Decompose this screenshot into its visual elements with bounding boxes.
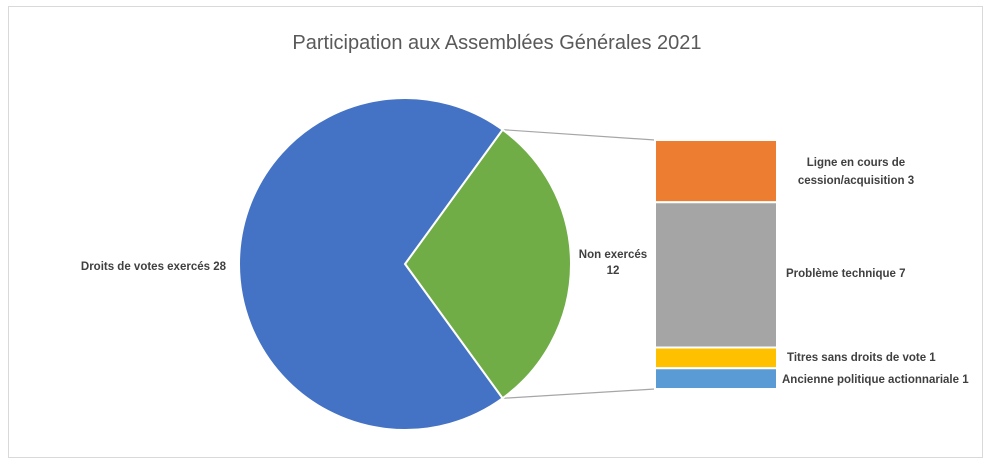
label-ligne-cession-line2: cession/acquisition 3: [798, 175, 914, 187]
label-probleme-technique: Problème technique 7: [786, 268, 906, 280]
chart-title: Participation aux Assemblées Générales 2…: [292, 32, 701, 54]
connector-lines: [502, 129, 656, 399]
pie: [238, 97, 573, 431]
connector-line-1: [502, 388, 656, 399]
stacked-bar: [654, 139, 778, 390]
label-non-exerces-line1: Non exercés: [579, 249, 647, 261]
label-titres-sans-droits: Titres sans droits de vote 1: [787, 352, 936, 364]
label-non-exerces-line2: 12: [607, 265, 620, 277]
pie-slice-0: [238, 97, 504, 431]
bar-segment-2: [654, 346, 778, 370]
bar-segment-0: [654, 139, 778, 204]
bar-segment-1: [654, 201, 778, 349]
label-droits-de-votes-exerces: Droits de votes exercés 28: [81, 261, 227, 273]
pie-slice-1: [403, 128, 573, 400]
label-ligne-cession-line1: Ligne en cours de: [807, 157, 905, 169]
bar-segment-3: [654, 367, 778, 390]
label-ancienne-politique: Ancienne politique actionnariale 1: [782, 374, 969, 386]
connector-line-0: [502, 129, 656, 141]
